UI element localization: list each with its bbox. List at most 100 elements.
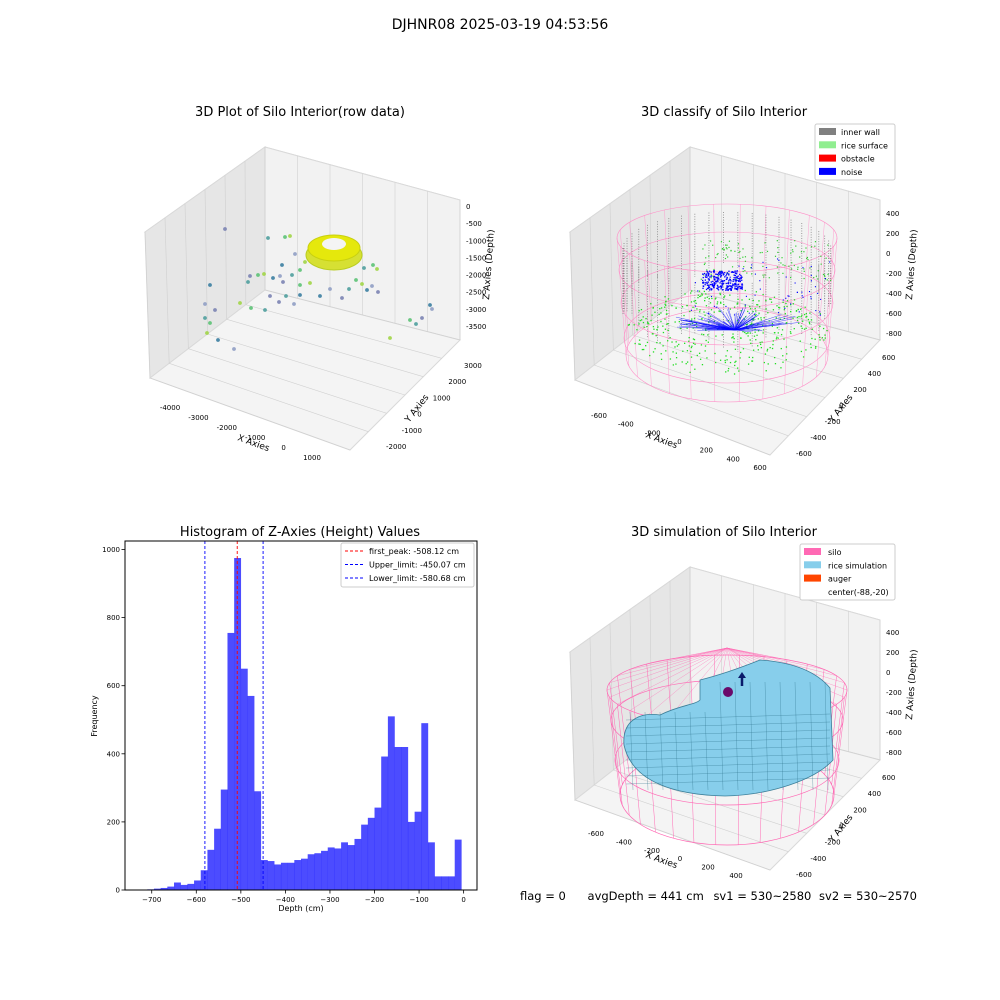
panel4-z-tick-label: -400 xyxy=(886,709,902,717)
panel2-rice-point xyxy=(639,319,641,322)
panel4-y-tick-label: 600 xyxy=(882,774,895,782)
panel2-rice-point xyxy=(744,270,746,272)
panel2-noise-point xyxy=(717,285,719,287)
panel2-rice-point xyxy=(708,255,710,257)
panel2-noise-point xyxy=(728,279,730,282)
panel2-noise-point xyxy=(736,286,739,288)
panel4-silo-strut xyxy=(609,682,623,785)
panel2-noise-point xyxy=(737,275,739,277)
panel2-noise-point xyxy=(733,277,735,279)
panel2-rice-point xyxy=(683,342,686,344)
panel2-noise-point xyxy=(824,278,826,280)
panel2-rice-point xyxy=(747,310,749,313)
panel2-x-tick-label: 0 xyxy=(677,438,681,446)
panel1-point xyxy=(249,306,253,310)
panel2-rice-point xyxy=(810,343,812,345)
panel2-rice-point xyxy=(754,314,756,317)
panel2-rice-point xyxy=(755,291,758,293)
panel2-rice-point xyxy=(725,254,727,256)
panel2-noise-point xyxy=(713,285,716,287)
panel2-rice-point xyxy=(694,368,696,370)
panel2-rice-point xyxy=(805,247,807,249)
panel4-mesh-line xyxy=(809,681,814,791)
panel2-rice-point xyxy=(699,295,701,298)
panel1-gridline xyxy=(164,217,170,364)
panel2-noise-point xyxy=(728,270,730,272)
panel2-rice-point xyxy=(720,270,722,272)
panel2-rice-point xyxy=(800,251,803,253)
panel2-rice-point xyxy=(728,240,731,242)
histogram-reference-lines xyxy=(204,541,264,890)
panel4-mesh-line xyxy=(625,729,831,737)
panel2-rice-point xyxy=(760,317,762,319)
panel2-rice-point xyxy=(695,322,698,325)
panel2-rice-point xyxy=(647,321,649,324)
panel2-silo-strut xyxy=(644,215,652,324)
panel4-mesh-line xyxy=(794,681,799,791)
panel2-rice-point xyxy=(721,334,723,336)
panel2-noise-point xyxy=(728,274,730,276)
panel2-rice-point xyxy=(715,335,717,337)
panel2-rice-point xyxy=(704,244,706,246)
panel2-y-tick-label: 400 xyxy=(868,370,881,378)
panel2-rice-point xyxy=(801,327,803,330)
panel2-rice-point xyxy=(774,362,777,365)
panel2-noise-point xyxy=(711,284,714,286)
panel2-noise-point xyxy=(810,280,812,282)
panel2-rice-point xyxy=(643,348,645,351)
panel2-noise-point xyxy=(729,276,731,278)
panel1-point xyxy=(292,302,296,306)
panel2-rice-point xyxy=(784,313,786,315)
panel2-rice-point xyxy=(799,340,801,342)
panel2-noise-point xyxy=(719,271,721,273)
panel2-rice-point xyxy=(805,327,807,329)
panel2-noise-point xyxy=(702,279,704,282)
panel2-gridline xyxy=(651,319,844,379)
panel2-noise-point xyxy=(732,280,734,282)
panel2-rice-point xyxy=(778,307,781,309)
panel2-rice-point xyxy=(797,266,799,268)
panel2-rice-point xyxy=(700,344,703,346)
panel2-rice-point xyxy=(710,315,712,318)
panel2-rice-point xyxy=(786,305,788,308)
panel2-rice-point xyxy=(771,322,774,325)
histogram-bar xyxy=(374,807,382,890)
panel2-rice-point xyxy=(664,328,667,330)
panel1-point xyxy=(318,294,322,298)
panel2-rice-point xyxy=(805,349,807,351)
panel2-noise-point xyxy=(729,285,731,287)
panel2-noise-point xyxy=(728,285,730,287)
panel2-noise-point xyxy=(719,276,722,278)
panel1-y-tick-label: -2000 xyxy=(386,443,406,451)
panel2-rice-point xyxy=(785,302,787,305)
panel1-z-tick-label: -2500 xyxy=(466,289,486,297)
panel2-rice-point xyxy=(777,337,779,339)
histogram-bar xyxy=(381,756,389,890)
panel2-rice-point xyxy=(699,358,702,360)
panel2-noise-streak xyxy=(722,320,736,331)
panel2-rice-point xyxy=(693,300,695,302)
panel2-rice-point xyxy=(727,370,729,372)
panel2-noise-point xyxy=(708,272,710,274)
panel2-rice-point xyxy=(725,371,727,373)
panel2-noise-point xyxy=(721,283,723,285)
panel2-rice-point xyxy=(701,318,703,320)
panel4-mesh-line xyxy=(644,711,649,791)
panel2-rice-point xyxy=(806,315,808,318)
panel2-rice-point xyxy=(628,324,630,326)
panel2-noise-point xyxy=(735,287,738,290)
panel1-point xyxy=(371,263,375,267)
panel2-rice-point xyxy=(659,342,661,344)
panel1-point xyxy=(414,322,418,326)
panel2-rice-point xyxy=(689,310,691,313)
panel2-rice-point xyxy=(819,313,821,315)
panel2-xlabel: X Axies xyxy=(644,430,679,451)
panel2-rice-point xyxy=(672,364,674,366)
panel2-title: 3D classify of Silo Interior xyxy=(641,105,808,120)
histogram-bar xyxy=(180,884,188,890)
panel4-legend: silo rice simulation auger center(-88,-20) xyxy=(799,543,896,601)
panel2-rice-point xyxy=(648,323,650,325)
panel2-rice-point xyxy=(656,341,658,344)
panel2-noise-point xyxy=(716,284,719,287)
